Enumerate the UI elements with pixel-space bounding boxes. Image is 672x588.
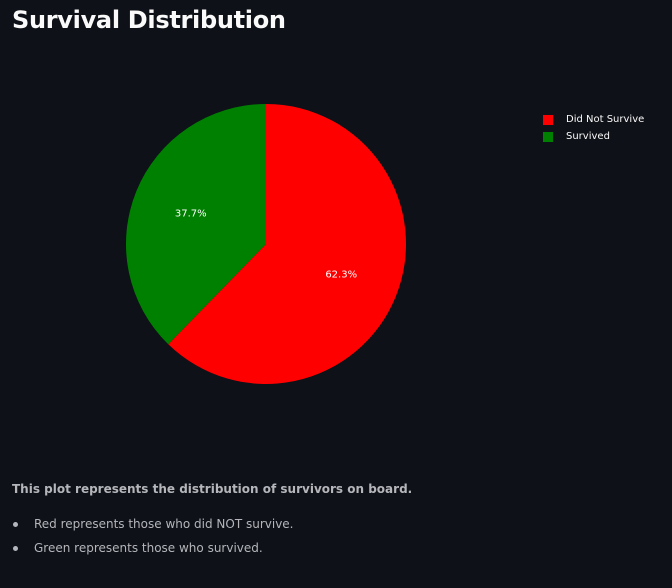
bullet-dot-icon bbox=[13, 521, 18, 527]
pie-label-did-not-survive: 62.3% bbox=[325, 270, 357, 281]
legend: Did Not Survive Survived bbox=[543, 111, 644, 145]
legend-swatch-survived bbox=[543, 131, 553, 142]
legend-label-survived: Survived bbox=[566, 131, 610, 142]
bullet-text-red: Red represents those who did NOT survive… bbox=[34, 517, 294, 531]
legend-swatch-did-not-survive bbox=[543, 114, 553, 125]
legend-label-did-not-survive: Did Not Survive bbox=[566, 114, 645, 125]
bullet-text-green: Green represents those who survived. bbox=[34, 541, 263, 555]
pie-chart: 62.3% 37.7% bbox=[126, 104, 407, 385]
bullet-list: Red represents those who did NOT survive… bbox=[12, 512, 294, 560]
legend-item-survived[interactable]: Survived bbox=[543, 128, 644, 145]
pie-slice-survived[interactable] bbox=[126, 104, 266, 345]
bullet-item-green: Green represents those who survived. bbox=[12, 536, 294, 560]
bullet-dot-icon bbox=[13, 545, 18, 551]
chart-description: This plot represents the distribution of… bbox=[12, 482, 413, 496]
pie-labels: 62.3% 37.7% bbox=[175, 208, 357, 280]
pie-label-survived: 37.7% bbox=[175, 208, 207, 219]
legend-item-did-not-survive[interactable]: Did Not Survive bbox=[543, 111, 644, 128]
pie-slice-did-not-survive[interactable] bbox=[168, 104, 407, 385]
page-title: Survival Distribution bbox=[12, 6, 286, 34]
bullet-item-red: Red represents those who did NOT survive… bbox=[12, 512, 294, 536]
pie-slices bbox=[126, 104, 407, 385]
